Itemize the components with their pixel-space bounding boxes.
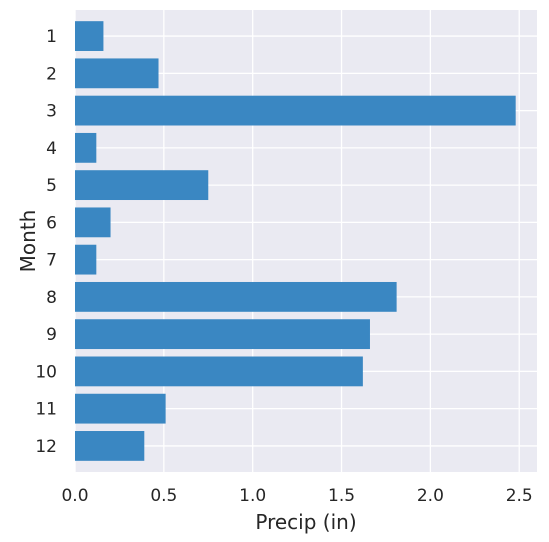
y-tick-label: 1 xyxy=(46,27,57,47)
bar-month-4 xyxy=(75,132,97,163)
bars xyxy=(75,21,516,461)
x-tick-label: 2.5 xyxy=(506,486,533,506)
bar-month-9 xyxy=(75,319,370,350)
y-tick-label: 11 xyxy=(35,400,57,420)
bar-month-10 xyxy=(75,356,363,387)
bar-month-7 xyxy=(75,244,97,275)
bar-month-6 xyxy=(75,207,111,238)
y-tick-label: 6 xyxy=(46,213,57,233)
bar-month-8 xyxy=(75,281,397,312)
y-tick-label: 10 xyxy=(35,362,57,382)
x-axis-label: Precip (in) xyxy=(255,510,356,534)
y-tick-label: 2 xyxy=(46,64,57,84)
x-tick-label: 0.0 xyxy=(61,486,88,506)
x-tick-label: 0.5 xyxy=(150,486,177,506)
bar-month-3 xyxy=(75,95,516,126)
x-tick-label: 1.5 xyxy=(328,486,355,506)
bar-month-1 xyxy=(75,21,104,51)
y-axis-label: Month xyxy=(16,210,40,273)
y-tick-label: 5 xyxy=(46,176,57,196)
x-tick-label: 1.0 xyxy=(239,486,266,506)
bar-month-12 xyxy=(75,431,145,461)
bar-month-11 xyxy=(75,393,166,424)
x-tick-labels: 0.0 0.5 1.0 1.5 2.0 2.5 xyxy=(61,486,532,506)
y-tick-label: 8 xyxy=(46,288,57,308)
bar-month-5 xyxy=(75,170,209,201)
x-tick-label: 2.0 xyxy=(417,486,444,506)
y-tick-label: 12 xyxy=(35,437,57,457)
y-tick-label: 9 xyxy=(46,325,57,345)
y-tick-label: 3 xyxy=(46,102,57,122)
y-tick-label: 4 xyxy=(46,139,57,159)
bar-month-2 xyxy=(75,58,159,89)
y-tick-label: 7 xyxy=(46,251,57,271)
